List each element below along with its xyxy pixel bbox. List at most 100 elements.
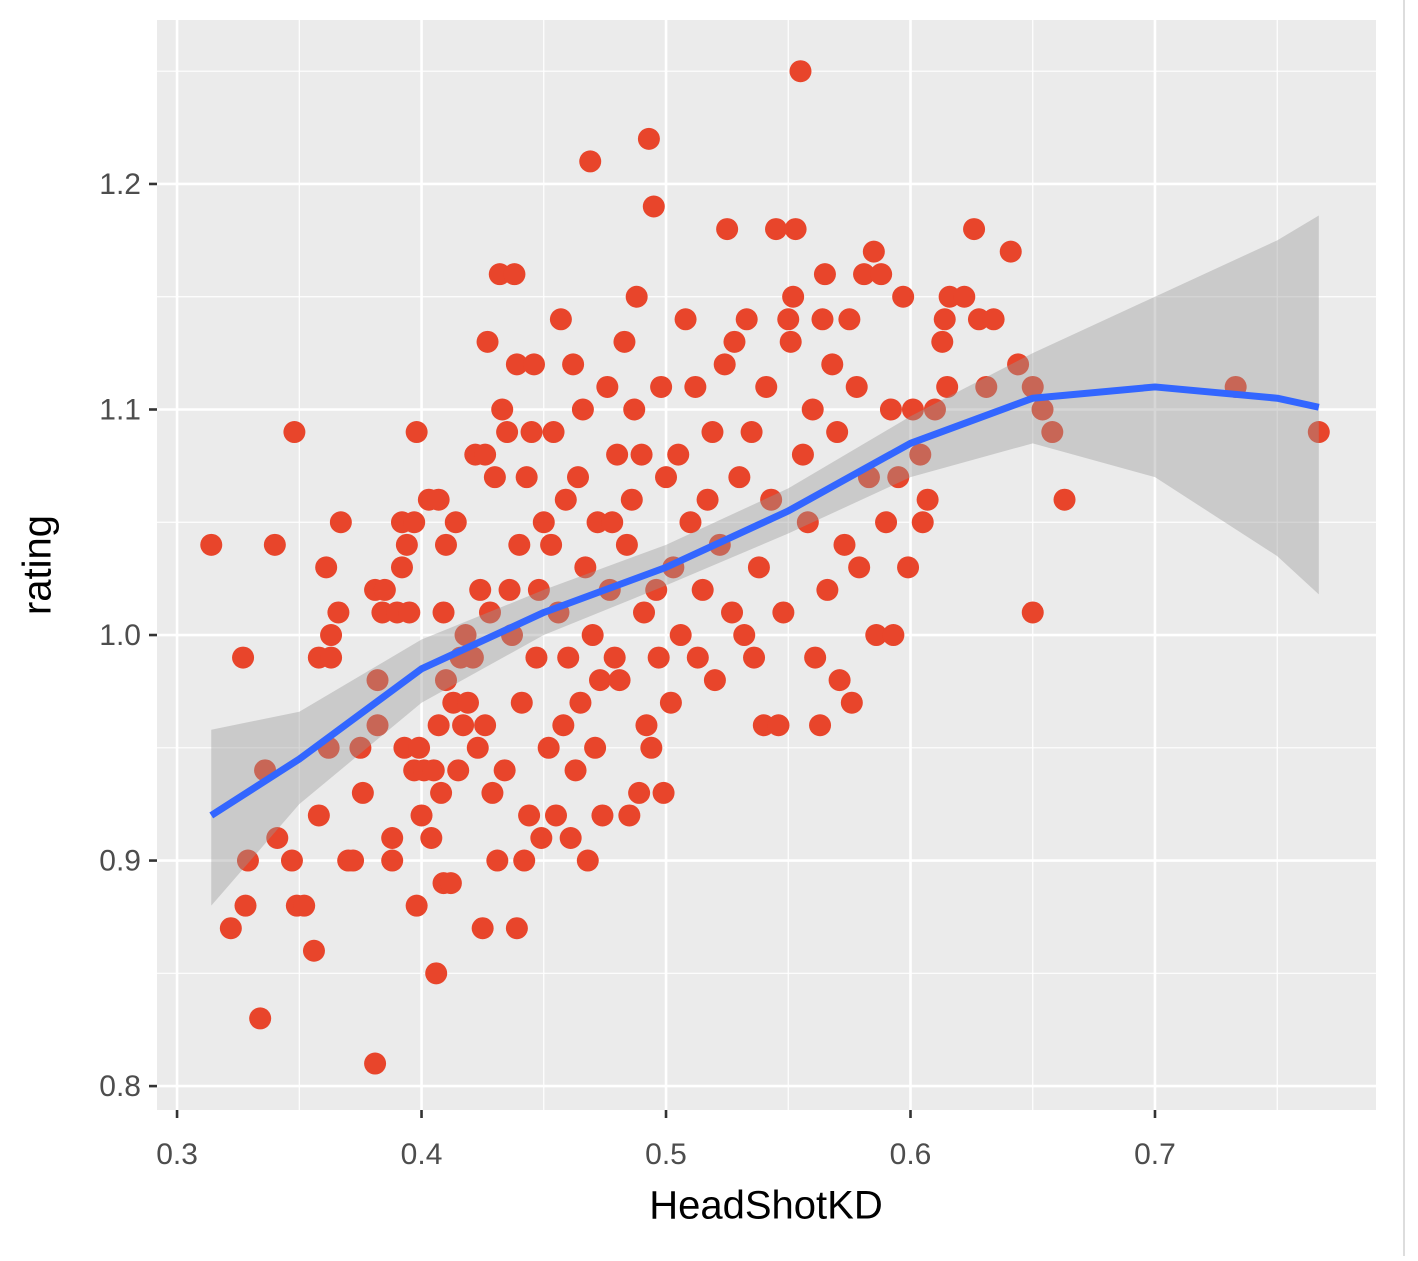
point	[1307, 421, 1330, 444]
point	[432, 601, 455, 624]
smooth-line	[209, 383, 1320, 819]
point	[696, 488, 719, 511]
point	[963, 218, 986, 241]
point	[777, 308, 800, 331]
point	[315, 556, 338, 579]
point	[430, 781, 453, 804]
point	[219, 917, 242, 940]
point	[425, 962, 448, 985]
point	[1021, 601, 1044, 624]
point	[283, 421, 306, 444]
point	[684, 375, 707, 398]
point	[476, 330, 499, 353]
point	[887, 466, 910, 489]
point	[826, 421, 849, 444]
point	[879, 398, 902, 421]
point	[481, 781, 504, 804]
point	[439, 872, 462, 895]
y-tick-label: 1.1	[99, 393, 141, 426]
point	[630, 443, 653, 466]
point	[567, 466, 590, 489]
point	[633, 601, 656, 624]
point	[618, 804, 641, 827]
point	[342, 849, 365, 872]
point	[405, 421, 428, 444]
point	[853, 263, 876, 286]
point	[811, 308, 834, 331]
point	[1031, 398, 1054, 421]
point	[870, 263, 893, 286]
confidence-band	[211, 215, 1319, 906]
y-tick-label: 1.0	[99, 619, 141, 652]
point	[848, 556, 871, 579]
point	[456, 691, 479, 714]
point	[640, 736, 663, 759]
point	[280, 849, 303, 872]
point	[735, 308, 758, 331]
point	[933, 308, 956, 331]
point	[782, 285, 805, 308]
point	[909, 443, 932, 466]
point	[916, 488, 939, 511]
point	[508, 533, 531, 556]
point	[249, 1007, 272, 1030]
point	[530, 827, 553, 850]
point	[931, 330, 954, 353]
point	[320, 646, 343, 669]
point	[408, 736, 431, 759]
point	[703, 669, 726, 692]
point	[637, 127, 660, 150]
point	[505, 917, 528, 940]
point	[549, 308, 572, 331]
point	[821, 353, 844, 376]
point	[628, 781, 651, 804]
point	[901, 398, 924, 421]
point	[532, 511, 555, 534]
point	[603, 646, 626, 669]
point	[589, 669, 612, 692]
point	[882, 624, 905, 647]
point	[723, 330, 746, 353]
point	[496, 421, 519, 444]
point	[840, 691, 863, 714]
point	[293, 894, 316, 917]
point	[809, 714, 832, 737]
point	[701, 421, 724, 444]
point	[647, 646, 670, 669]
point	[674, 308, 697, 331]
point	[515, 466, 538, 489]
point	[865, 624, 888, 647]
point	[540, 533, 563, 556]
point	[733, 624, 756, 647]
point	[518, 804, 541, 827]
point	[405, 894, 428, 917]
point	[474, 443, 497, 466]
point	[975, 375, 998, 398]
point	[471, 917, 494, 940]
point	[999, 240, 1022, 263]
point	[642, 195, 665, 218]
point	[373, 578, 396, 601]
point	[403, 511, 426, 534]
point	[747, 556, 770, 579]
point	[796, 511, 819, 534]
point	[743, 646, 766, 669]
point	[911, 511, 934, 534]
point	[635, 714, 658, 737]
point	[767, 714, 790, 737]
point	[623, 398, 646, 421]
point	[845, 375, 868, 398]
point	[813, 263, 836, 286]
point	[650, 375, 673, 398]
point	[982, 308, 1005, 331]
point	[833, 533, 856, 556]
point	[525, 646, 548, 669]
point	[200, 533, 223, 556]
point	[554, 488, 577, 511]
point	[329, 511, 352, 534]
point	[652, 781, 675, 804]
point	[816, 578, 839, 601]
point	[655, 466, 678, 489]
point	[936, 375, 959, 398]
point	[760, 488, 783, 511]
